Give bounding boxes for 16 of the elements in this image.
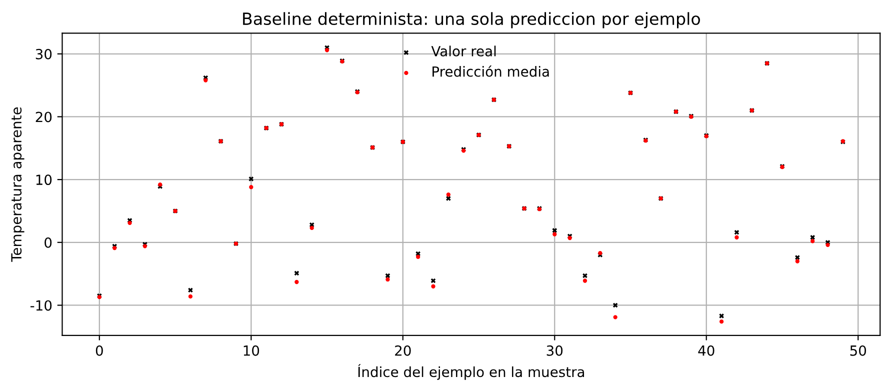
chart-title: Baseline determinista: una sola prediccion por ejemplo <box>243 12 700 28</box>
x-tick-label: 40 <box>698 345 714 356</box>
y-tick-label: -10 <box>30 300 52 311</box>
y-tick-label: 10 <box>36 174 52 186</box>
x-tick-label: 10 <box>244 345 260 356</box>
x-tick-label: 50 <box>850 345 866 356</box>
y-tick-label: 30 <box>36 48 52 60</box>
x-tick-label: 20 <box>395 345 411 356</box>
x-tick-label: 0 <box>96 345 103 356</box>
y-tick-label: 0 <box>44 237 52 248</box>
x-axis-title: Índice del ejemplo en la muestra <box>358 364 584 380</box>
y-tick-label: 20 <box>36 112 52 122</box>
y-axis-title: Temperatura aparente <box>11 107 24 262</box>
legend-label: Predicción media <box>432 65 549 77</box>
legend-label: Valor real <box>431 46 496 56</box>
x-tick-label: 30 <box>546 345 563 356</box>
